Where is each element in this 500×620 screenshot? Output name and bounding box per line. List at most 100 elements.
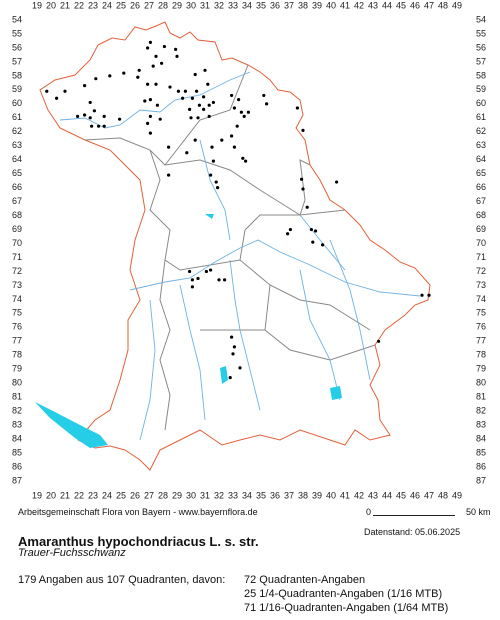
column-label: 20 <box>46 490 56 500</box>
column-label: 33 <box>228 490 238 500</box>
row-label: 76 <box>476 322 486 332</box>
column-label: 48 <box>438 490 448 500</box>
summary-line: 71 1/16-Quadranten-Angaben (1/64 MTB) <box>244 602 449 614</box>
column-label: 37 <box>284 490 294 500</box>
record-dot <box>207 103 211 107</box>
row-label: 64 <box>476 154 486 164</box>
record-dot <box>209 173 213 177</box>
row-label: 56 <box>12 42 22 52</box>
column-label: 38 <box>298 0 308 10</box>
record-dot <box>55 96 59 100</box>
record-dot <box>211 159 215 163</box>
species-name: Amaranthus hypochondriacus L. s. str. <box>18 534 259 549</box>
record-dot <box>148 98 152 102</box>
record-dot <box>202 95 206 99</box>
record-dot <box>230 93 234 98</box>
row-label: 55 <box>12 28 22 38</box>
row-label: 79 <box>476 364 486 374</box>
record-dot <box>295 106 299 110</box>
scale-end: 50 km <box>466 507 491 517</box>
row-label: 76 <box>12 322 22 332</box>
record-dot <box>188 269 192 274</box>
column-label: 49 <box>452 490 462 500</box>
record-dot <box>241 156 245 160</box>
row-label: 77 <box>476 336 486 346</box>
column-label: 42 <box>354 490 364 500</box>
summary-total: 179 Angaben aus 107 Quadranten, davon: <box>18 574 226 586</box>
row-label: 75 <box>12 308 22 318</box>
row-label: 86 <box>476 461 486 471</box>
row-label: 77 <box>12 336 22 346</box>
record-dot <box>311 240 315 244</box>
row-label: 87 <box>476 475 486 485</box>
row-label: 63 <box>476 140 486 150</box>
column-label: 24 <box>102 490 112 500</box>
row-label: 62 <box>476 126 486 136</box>
record-dot <box>230 134 234 138</box>
row-label: 87 <box>12 475 22 485</box>
record-dot <box>314 229 318 233</box>
column-label: 41 <box>340 490 350 500</box>
column-label: 25 <box>116 0 126 10</box>
record-dot <box>246 110 250 114</box>
state-border <box>39 21 431 471</box>
record-dot <box>151 64 155 68</box>
column-label: 22 <box>74 0 84 10</box>
record-dot <box>63 89 67 93</box>
column-label: 21 <box>60 0 70 10</box>
record-dot <box>76 114 80 118</box>
row-label: 83 <box>12 419 22 429</box>
record-dot <box>301 128 305 132</box>
column-label: 27 <box>144 0 154 10</box>
record-dot <box>83 113 87 117</box>
record-dot <box>137 68 141 72</box>
row-label: 58 <box>12 70 22 80</box>
row-label: 60 <box>476 98 486 108</box>
record-dot <box>143 99 147 103</box>
row-label: 80 <box>12 378 22 388</box>
column-label: 33 <box>228 0 238 10</box>
column-label: 23 <box>88 490 98 500</box>
record-dot <box>193 138 197 142</box>
column-label: 46 <box>410 490 420 500</box>
row-label: 71 <box>476 252 486 262</box>
record-dot <box>136 75 140 79</box>
record-dot <box>146 82 150 86</box>
record-dot <box>167 173 171 177</box>
record-dot <box>167 145 171 149</box>
record-dot <box>188 107 192 112</box>
column-label: 28 <box>158 490 168 500</box>
column-label: 35 <box>256 490 266 500</box>
row-label: 68 <box>476 210 486 220</box>
row-label: 81 <box>12 392 22 402</box>
summary-line: 72 Quadranten-Angaben <box>244 574 366 586</box>
row-label: 57 <box>476 56 486 66</box>
column-label: 22 <box>74 490 84 500</box>
column-label: 24 <box>102 0 112 10</box>
column-label: 25 <box>116 490 126 500</box>
column-label: 20 <box>46 0 56 10</box>
record-dot <box>228 376 232 380</box>
record-dot <box>239 110 243 114</box>
row-label: 68 <box>12 210 22 220</box>
record-dot <box>305 205 309 209</box>
record-dot <box>196 116 200 120</box>
row-label: 62 <box>12 126 22 136</box>
record-dot <box>377 339 381 343</box>
record-dot <box>160 61 164 65</box>
rivers <box>59 71 421 441</box>
record-dot <box>183 89 187 93</box>
row-label: 61 <box>476 112 486 122</box>
record-dot <box>217 278 221 282</box>
column-label: 44 <box>382 0 392 10</box>
record-dot <box>193 72 197 77</box>
record-dot <box>220 138 224 142</box>
record-dot <box>262 93 266 98</box>
column-label: 45 <box>396 490 406 500</box>
column-label: 36 <box>270 490 280 500</box>
record-dot <box>168 85 172 89</box>
column-label: 32 <box>214 0 224 10</box>
row-label: 66 <box>12 182 22 192</box>
column-label: 19 <box>32 490 42 500</box>
record-dot <box>83 84 87 88</box>
